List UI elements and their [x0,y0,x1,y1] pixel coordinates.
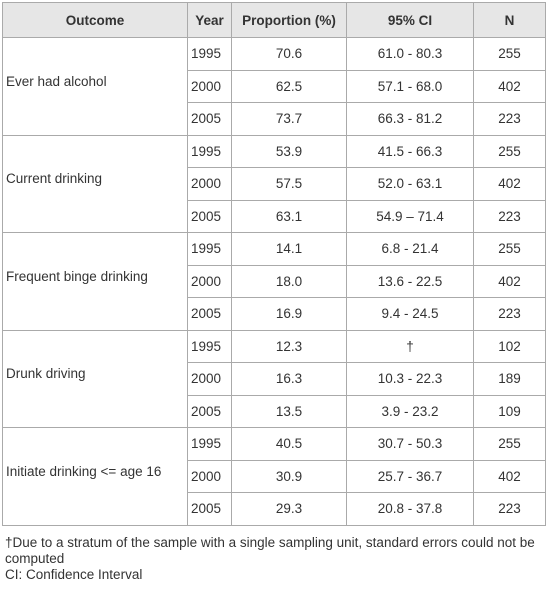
year-cell: 1995 [187,134,232,168]
table-row: 2000 62.5 57.1 - 68.0 402 [3,69,546,103]
n-cell: 223 [473,492,546,526]
n-cell: 109 [473,394,546,428]
n-cell: 402 [473,459,546,493]
n-cell: 402 [473,264,546,298]
proportion-cell: 12.3 [231,329,347,363]
table-row: Frequent binge drinking 1995 14.1 6.8 - 21.… [2,232,546,331]
table-row: 2005 73.7 66.3 - 81.2 223 [3,102,546,136]
n-cell: 223 [473,199,546,233]
ci-cell: 13.6 - 22.5 [346,264,474,298]
year-cell: 1995 [187,232,232,266]
n-cell: 223 [473,297,546,331]
year-cell: 2000 [187,69,232,103]
proportion-cell: 14.1 [231,232,347,266]
year-cell: 1995 [187,329,232,363]
ci-cell: 57.1 - 68.0 [346,69,474,103]
year-cell: 1995 [187,37,232,71]
outcome-cell: Current drinking [2,134,188,233]
ci-cell: 3.9 - 23.2 [346,394,474,428]
outcome-cell: Drunk driving [2,329,188,428]
header-cell: 95% CI [346,2,474,38]
header-cell: Outcome [2,2,188,38]
proportion-cell: 57.5 [231,167,347,201]
proportion-cell: 70.6 [231,37,347,71]
header-cell: N [473,2,546,38]
proportion-cell: 13.5 [231,394,347,428]
proportion-cell: 62.5 [231,69,347,103]
proportion-cell: 30.9 [231,459,347,493]
table-row: 2005 16.9 9.4 - 24.5 223 [3,297,546,331]
n-cell: 102 [473,329,546,363]
footnote: †Due to a stratum of the sample with a s… [5,535,535,566]
year-cell: 2005 [187,199,232,233]
proportion-cell: 16.3 [231,362,347,396]
year-cell: 2000 [187,362,232,396]
year-cell: 1995 [187,427,232,461]
proportion-cell: 73.7 [231,102,347,136]
year-cell: 2005 [187,492,232,526]
year-cell: 2005 [187,394,232,428]
proportion-cell: 16.9 [231,297,347,331]
year-cell: 2000 [187,264,232,298]
table-container: Outcome Year Proportion (%) 95% CI N Ever ha… [2,2,546,526]
n-cell: 255 [473,232,546,266]
header-cell: Year [187,2,232,38]
outcome-cell: Initiate drinking <= age 16 [2,427,188,526]
table-row: 2000 16.3 10.3 - 22.3 189 [3,362,546,396]
ci-cell: 41.5 - 66.3 [346,134,474,168]
n-cell: 223 [473,102,546,136]
table-body: Ever had alcohol 1995 70.6 61.0 - 80.3 255 20… [2,37,546,526]
year-cell: 2000 [187,459,232,493]
n-cell: 402 [473,167,546,201]
n-cell: 255 [473,427,546,461]
table-row: Ever had alcohol 1995 70.6 61.0 - 80.3 255 [2,37,546,136]
table-row: Current drinking 1995 53.9 41.5 - 66.3 255 [2,134,546,233]
table-row: 2005 13.5 3.9 - 23.2 109 [3,394,546,428]
n-cell: 255 [473,134,546,168]
table-row: Drunk driving 1995 12.3 † 102 [2,329,546,428]
year-cell: 2005 [187,297,232,331]
ci-cell: 20.8 - 37.8 [346,492,474,526]
outcome-cell: Frequent binge drinking [2,232,188,331]
ci-cell: 6.8 - 21.4 [346,232,474,266]
ci-cell: 25.7 - 36.7 [346,459,474,493]
ci-cell: † [346,329,474,363]
proportion-cell: 40.5 [231,427,347,461]
proportion-cell: 53.9 [231,134,347,168]
year-cell: 2000 [187,167,232,201]
table-row: 2000 57.5 52.0 - 63.1 402 [3,167,546,201]
n-cell: 189 [473,362,546,396]
footnote: CI: Confidence Interval [5,567,143,582]
proportion-cell: 63.1 [231,199,347,233]
outcome-cell: Ever had alcohol [2,37,188,136]
ci-cell: 10.3 - 22.3 [346,362,474,396]
header-cell: Proportion (%) [231,2,347,38]
ci-cell: 9.4 - 24.5 [346,297,474,331]
ci-cell: 66.3 - 81.2 [346,102,474,136]
year-cell: 2005 [187,102,232,136]
ci-cell: 30.7 - 50.3 [346,427,474,461]
table-row: 2000 18.0 13.6 - 22.5 402 [3,264,546,298]
proportion-cell: 29.3 [231,492,347,526]
ci-cell: 61.0 - 80.3 [346,37,474,71]
data-table: Outcome Year Proportion (%) 95% CI N Ever ha… [2,2,546,526]
proportion-cell: 18.0 [231,264,347,298]
header-row: Outcome Year Proportion (%) 95% CI N [2,2,546,38]
ci-cell: 52.0 - 63.1 [346,167,474,201]
ci-cell: 54.9 – 71.4 [346,199,474,233]
table-row: Initiate drinking <= age 16 1995 40.5 30.7 … [2,427,546,526]
n-cell: 255 [473,37,546,71]
footnotes: †Due to a stratum of the sample with a s… [5,535,545,583]
n-cell: 402 [473,69,546,103]
table-row: 2005 63.1 54.9 – 71.4 223 [3,199,546,233]
table-row: 2005 29.3 20.8 - 37.8 223 [3,492,546,526]
